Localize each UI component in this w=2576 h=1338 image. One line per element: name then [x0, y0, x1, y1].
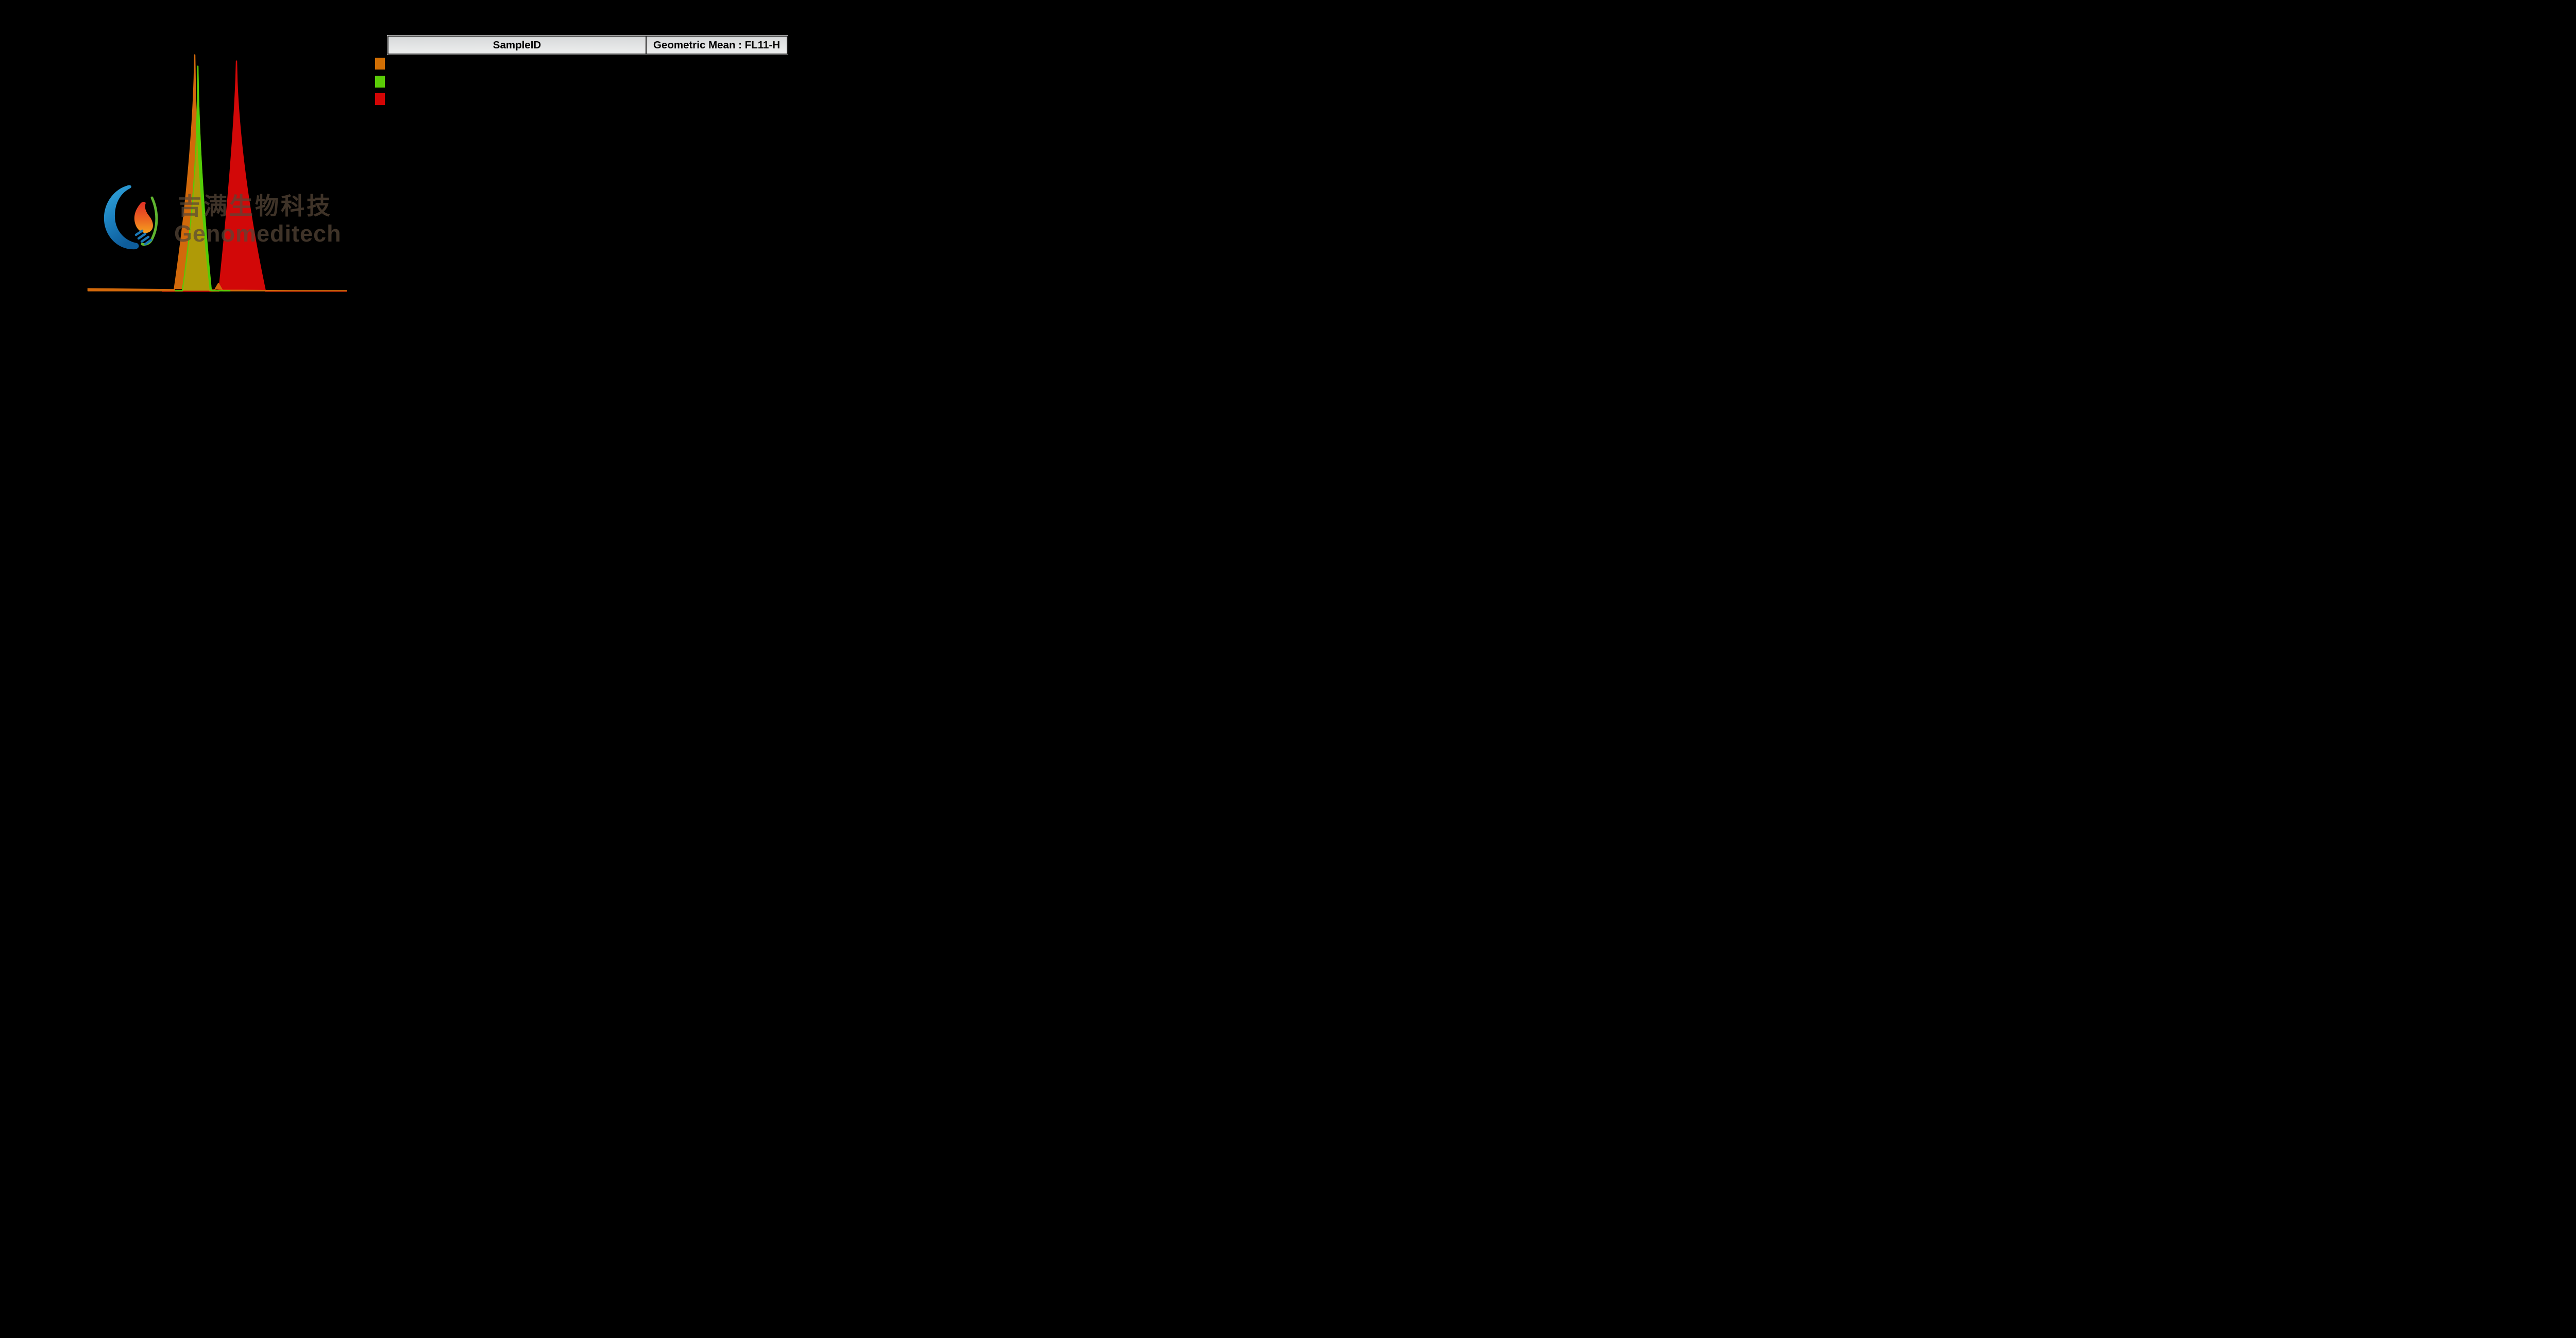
- histogram-chart: [87, 54, 348, 292]
- histogram-path: [183, 131, 210, 291]
- column-header-geometric-mean: Geometric Mean : FL11-H: [647, 37, 787, 54]
- statistics-table-header: SampleID Geometric Mean : FL11-H: [387, 35, 788, 55]
- legend-swatch-row2: [375, 76, 385, 88]
- column-header-sampleid: SampleID: [388, 37, 647, 54]
- report-page: 吉满生物科技 Genomeditech SampleID Geometric M…: [0, 0, 808, 364]
- histogram-path: [87, 54, 348, 291]
- legend-swatch-row3: [375, 93, 385, 105]
- legend-swatch-row1: [375, 58, 385, 70]
- histogram-path: [174, 65, 231, 291]
